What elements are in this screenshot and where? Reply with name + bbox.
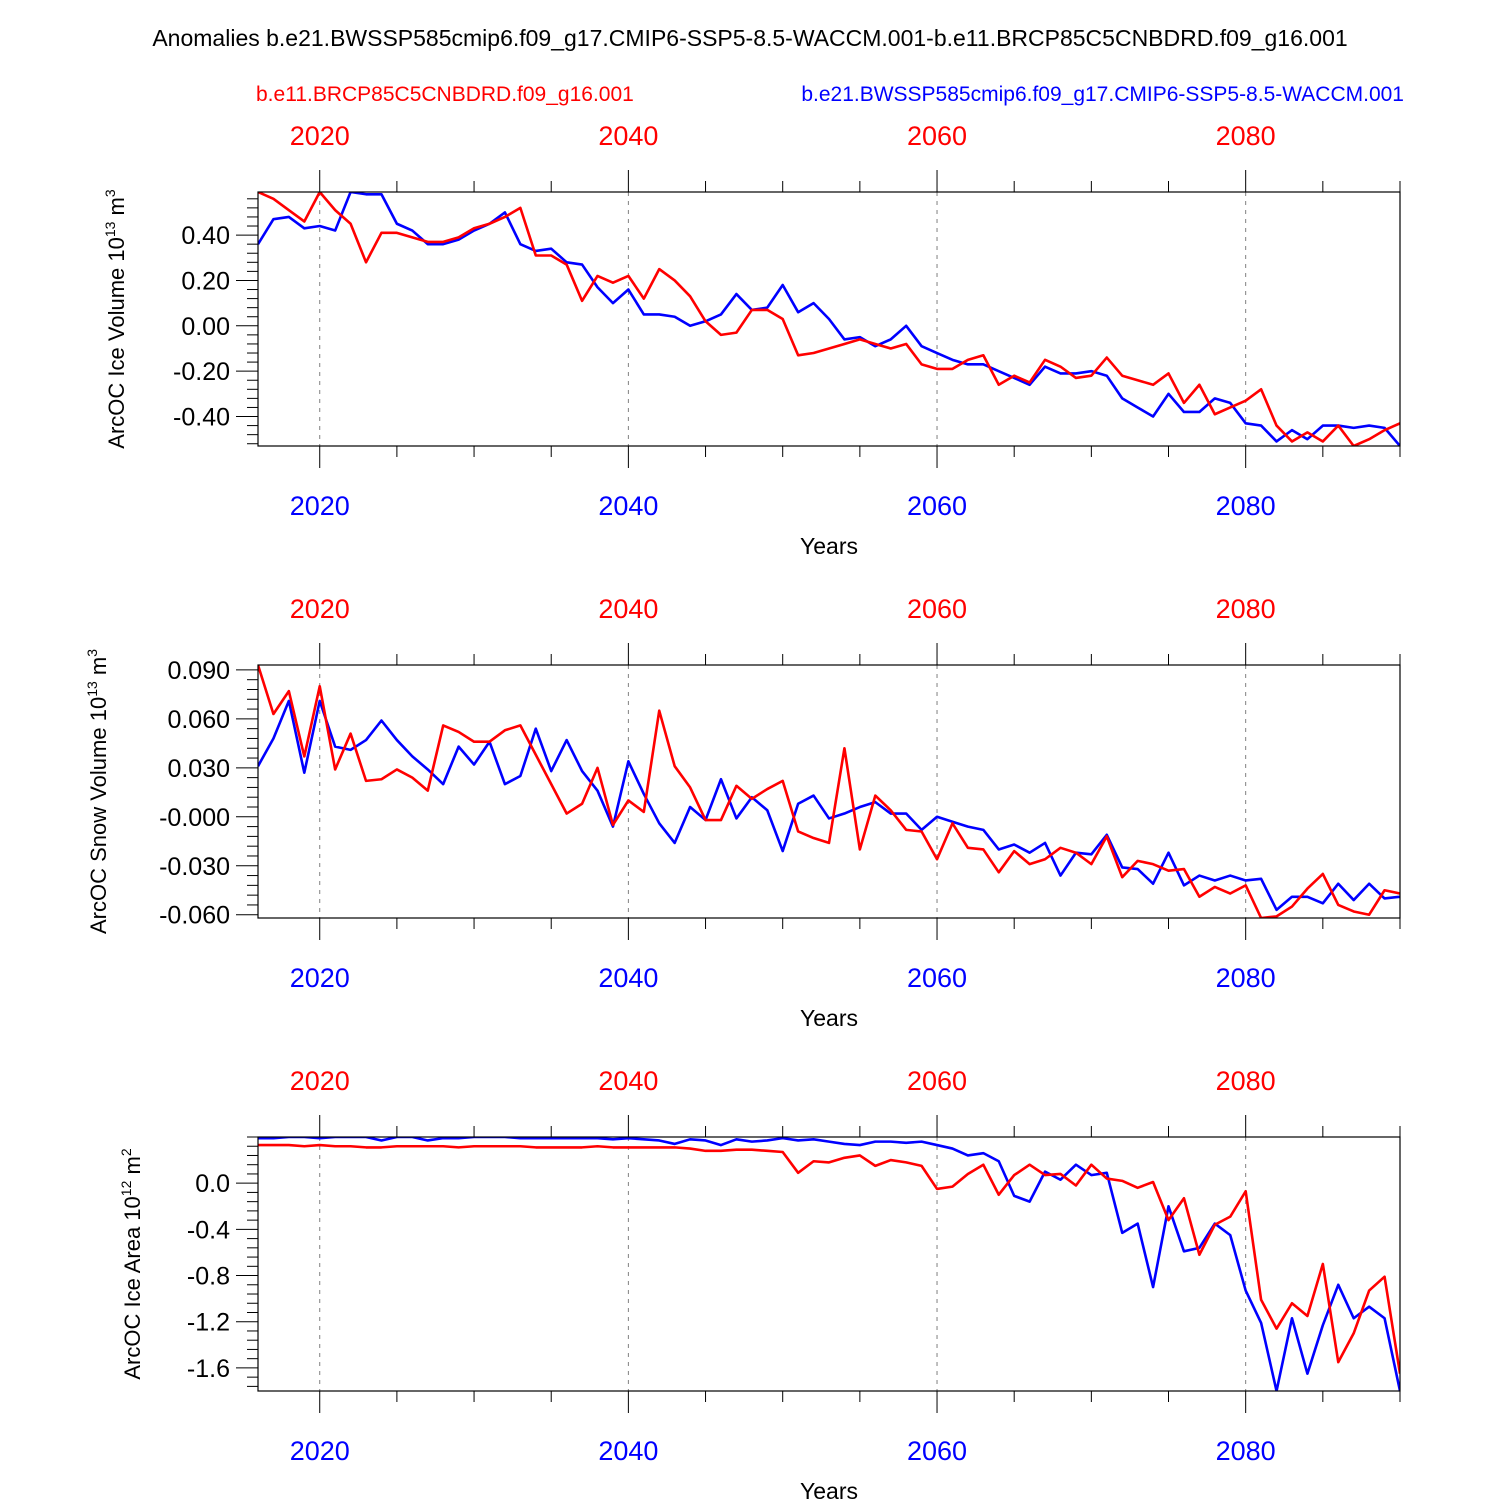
x-tick-label-bottom: 2020 <box>290 491 350 521</box>
panel-2: 0.090 0.060 0.030 -0.000 -0.030 -0.060 2020 202… <box>84 594 1401 1031</box>
panel-3: 0.0 -0.4 -0.8 -1.2 -1.6 2020 2020 2040 2040 2060 2… <box>118 1066 1401 1500</box>
x-tick-label-bottom: 2040 <box>598 963 658 993</box>
y-tick-label: -0.40 <box>173 404 230 432</box>
plot-frame <box>257 191 1401 447</box>
y-tick-label: 0.40 <box>181 222 230 250</box>
legend-blue-label: b.e21.BWSSP585cmip6.f09_g17.CMIP6-SSP5-8… <box>801 83 1404 106</box>
x-tick-label-top: 2080 <box>1216 121 1276 151</box>
y-axis-label: ArcOC Ice Area 1012 m2 <box>118 1148 145 1379</box>
y-tick-label: -1.6 <box>187 1355 230 1383</box>
x-tick-label-bottom: 2080 <box>1216 963 1276 993</box>
x-tick-label-bottom: 2040 <box>598 1436 658 1466</box>
y-axis-label: ArcOC Snow Volume 1013 m3 <box>84 649 111 934</box>
y-tick-label: -0.4 <box>187 1216 230 1244</box>
y-tick-label: -0.030 <box>159 853 230 881</box>
x-tick-label-bottom: 2040 <box>598 491 658 521</box>
x-tick-label-top: 2020 <box>290 1066 350 1096</box>
y-tick-label: -0.20 <box>173 358 230 386</box>
x-tick-label-top: 2060 <box>907 1066 967 1096</box>
x-tick-label-top: 2040 <box>598 594 658 624</box>
y-tick-label: 0.00 <box>181 313 230 341</box>
x-axis-label: Years <box>800 1478 858 1500</box>
y-tick-label: 0.0 <box>195 1170 230 1198</box>
x-tick-label-bottom: 2060 <box>907 963 967 993</box>
y-tick-label: -0.8 <box>187 1263 230 1291</box>
x-tick-label-bottom: 2020 <box>290 1436 350 1466</box>
x-tick-label-top: 2020 <box>290 121 350 151</box>
y-axis-label: ArcOC Ice Volume 1013 m3 <box>102 189 129 449</box>
y-tick-label: 0.090 <box>167 657 230 685</box>
legend-red-label: b.e11.BRCP85C5CNBDRD.f09_g16.001 <box>256 83 634 106</box>
x-tick-label-top: 2080 <box>1216 594 1276 624</box>
y-tick-label: -0.060 <box>159 902 230 930</box>
y-tick-label: 0.20 <box>181 267 230 295</box>
y-tick-label: 0.060 <box>167 706 230 734</box>
y-tick-label: -0.000 <box>159 804 230 832</box>
series-line-red <box>258 192 1400 446</box>
x-tick-label-bottom: 2020 <box>290 963 350 993</box>
chart-title: Anomalies b.e21.BWSSP585cmip6.f09_g17.CM… <box>152 25 1347 51</box>
x-axis-label: Years <box>800 533 858 559</box>
series-line-red <box>258 665 1400 918</box>
plot-frame <box>257 664 1401 919</box>
series-line-blue <box>258 1137 1400 1391</box>
x-tick-label-bottom: 2060 <box>907 1436 967 1466</box>
x-tick-label-top: 2080 <box>1216 1066 1276 1096</box>
x-tick-label-bottom: 2080 <box>1216 491 1276 521</box>
x-tick-label-top: 2060 <box>907 594 967 624</box>
series-line-blue <box>258 699 1400 912</box>
panel-1: 0.40 0.20 0.00 -0.20 -0.40 2020 2020 2040 2040 20… <box>102 121 1401 559</box>
x-tick-label-bottom: 2080 <box>1216 1436 1276 1466</box>
x-tick-label-top: 2040 <box>598 1066 658 1096</box>
x-axis-label: Years <box>800 1005 858 1031</box>
x-tick-label-bottom: 2060 <box>907 491 967 521</box>
x-tick-label-top: 2060 <box>907 121 967 151</box>
x-tick-label-top: 2020 <box>290 594 350 624</box>
y-tick-label: -1.2 <box>187 1309 230 1337</box>
plot-frame <box>257 1136 1401 1392</box>
y-tick-label: 0.030 <box>167 755 230 783</box>
x-tick-label-top: 2040 <box>598 121 658 151</box>
series-line-red <box>258 1143 1400 1374</box>
